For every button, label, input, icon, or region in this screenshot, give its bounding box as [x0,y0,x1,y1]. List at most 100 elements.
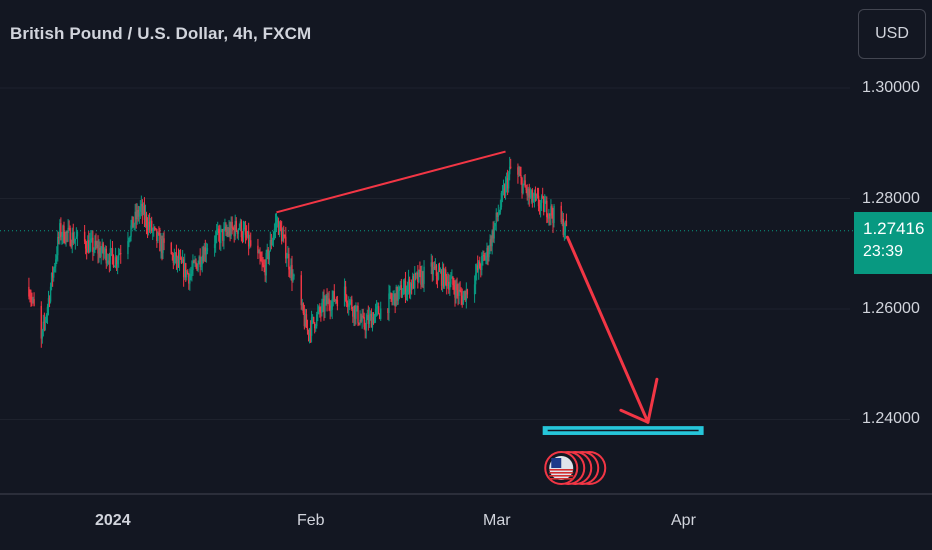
candle-body [434,265,437,269]
candle-body [505,178,508,183]
candle-body [380,308,382,319]
candle-body [213,244,216,249]
candle-body [59,223,61,238]
candle-body [199,256,201,268]
candle-body [525,187,527,191]
event-markers[interactable] [544,451,607,485]
candle-body [479,261,481,269]
candle-body [60,223,62,237]
candle-body [133,223,135,228]
candle-body [108,260,111,265]
candle-body [61,235,63,237]
candle-body [397,290,399,301]
candle-body [154,227,156,229]
candle-body [360,319,362,322]
candle-body [378,314,381,319]
candle-body [480,268,482,270]
candle-body [235,221,237,231]
candle-body [446,276,448,287]
candle-body [318,307,320,312]
candle-body [160,238,162,252]
candle-body [90,238,92,242]
candle-body [279,222,282,229]
candle-body [48,298,51,302]
us-flag-event-icon[interactable] [544,451,579,485]
candle-body [328,298,330,306]
candle-body [174,252,177,257]
candle-body [101,243,103,252]
candle-body [116,260,119,265]
candle-body [493,226,495,239]
candle-body [443,269,446,287]
candle-body [65,231,67,243]
candle-body [520,175,522,179]
candle-body [332,291,334,299]
candle-body [198,256,200,264]
candle-body [277,220,280,235]
candle-body [223,228,225,241]
candle-body [275,221,278,223]
candle-body [344,286,347,296]
candle-body [497,214,500,217]
candle-body [260,258,262,262]
candle-body [506,178,509,189]
candle-body [28,286,30,297]
candle-body [30,297,32,300]
candle-body [85,248,88,253]
candle-body [106,260,109,264]
candle-body [149,220,152,228]
candle-body [156,229,158,242]
candle-body [139,206,142,212]
candle-body [265,252,267,276]
candle-body [430,262,432,267]
candle-body [484,256,486,261]
candle-body [507,174,510,189]
candle-body [280,228,283,242]
candle-body [483,255,485,257]
candle-body [56,255,58,260]
candle-body [271,240,274,246]
candle-body [499,207,502,212]
candle-body [389,293,391,295]
candle-body [553,205,555,223]
candle-body [50,272,53,287]
flag-stripe [549,475,574,477]
candle-body [233,228,235,237]
candle-body [420,270,422,285]
candle-body [237,229,240,234]
candle-body [157,233,159,242]
candle-body [373,314,376,324]
candle-body [224,226,226,229]
candle-body [193,261,195,263]
candle-body [242,228,245,238]
symbol-title: British Pound / U.S. Dollar, 4h, FXCM [10,24,312,43]
candle-body [365,320,367,331]
candle-body [305,314,308,328]
candle-body [466,289,469,295]
candle-body [538,206,541,209]
last-price-tag: 1.27416 23:39 [854,212,932,274]
candle-body [238,227,241,230]
candle-body [411,276,414,289]
candle-body [449,283,451,290]
candle-body [259,252,261,259]
candle-body [418,269,420,282]
currency-button[interactable]: USD [858,9,926,59]
candle-body [137,209,139,217]
candle-body [352,309,354,317]
candle-body [490,239,492,247]
candle-body [285,236,287,259]
candle-body [528,188,530,198]
candle-body [262,262,264,266]
candle-body [492,230,494,239]
candle-body [325,295,327,301]
candle-body [361,315,363,322]
candle-body [399,285,402,287]
candle-body [266,249,268,253]
candle-body [171,254,174,256]
candle-body [544,203,546,212]
candle-body [40,305,42,339]
candle-body [292,276,294,282]
candle-body [55,259,57,267]
